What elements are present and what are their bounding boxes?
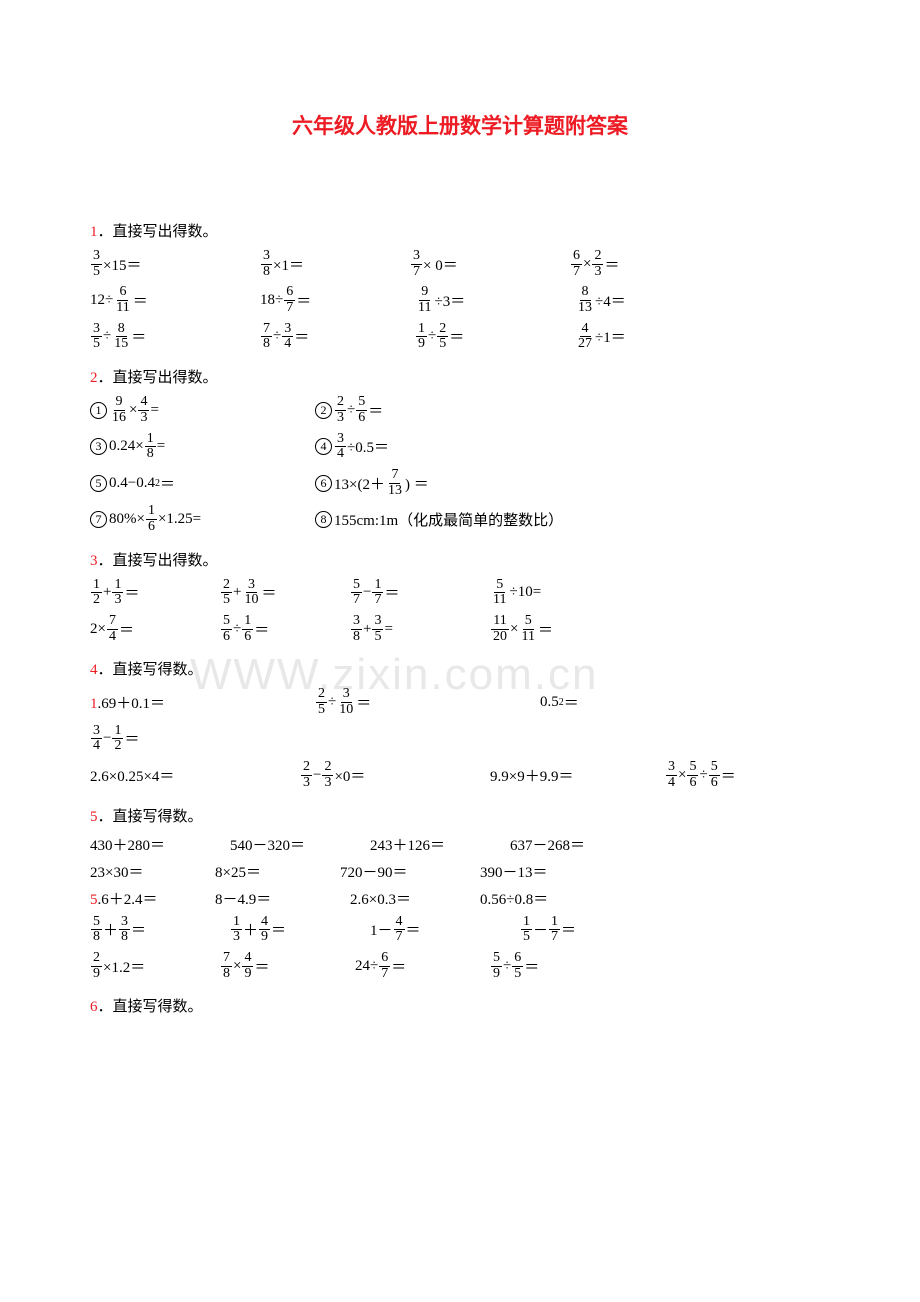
math-expression: 37× 0＝ [410,249,570,279]
math-expression: 637－268＝ [510,834,650,855]
section-num: 6 [90,999,98,1015]
math-expression: 243＋126＝ [370,834,510,855]
math-expression: 5.6＋2.4＝ [90,888,215,909]
math-expression: 1120×511＝ [490,614,610,644]
section-label: ．直接写出得数。 [98,370,218,386]
math-expression: 78÷34＝ [260,322,415,352]
section-label: ．直接写得数。 [98,662,203,678]
math-expression: 540－320＝ [230,834,370,855]
math-expression: 1.69＋0.1＝ [90,692,315,713]
section-3-head: 3．直接写出得数。 [90,549,830,570]
section-num: 5 [90,809,98,825]
s5-row: 23×30＝8×25＝720－90＝390－13＝ [90,861,830,882]
math-expression: 511÷10= [490,578,610,608]
section-label: ．直接写出得数。 [98,224,218,240]
math-expression: 15－17＝ [520,915,660,945]
math-expression: 56÷16＝ [220,614,350,644]
math-expression: 25+310＝ [220,578,350,608]
section-5-head: 5．直接写得数。 [90,805,830,826]
math-expression: 911÷3＝ [415,285,575,315]
math-expression: 8155cm:1m（化成最简单的整数比） [315,509,715,530]
s2-row: 50.4−0.42＝613×(2＋713) ＝ [90,468,830,498]
s1-row: 12÷611＝18÷67＝911÷3＝813÷4＝ [90,285,830,315]
section-num: 3 [90,553,98,569]
section-2-head: 2．直接写出得数。 [90,366,830,387]
math-expression: 50.4−0.42＝ [90,473,315,494]
math-expression: 35÷815＝ [90,322,260,352]
s5-row: 430＋280＝540－320＝243＋126＝637－268＝ [90,834,830,855]
math-expression: 613×(2＋713) ＝ [315,468,565,498]
section-num: 4 [90,662,98,678]
math-expression: 18÷67＝ [260,285,415,315]
section-label: ．直接写出得数。 [98,553,218,569]
math-expression: 8－4.9＝ [215,888,350,909]
s4-row: 2.6×0.25×4＝23−23×0＝9.9×9＋9.9＝34×56÷56＝ [90,760,830,790]
s2-row: 780%×16×1.25=8155cm:1m（化成最简单的整数比） [90,504,830,534]
math-expression: 1916×43= [90,395,315,425]
math-expression: 67×23＝ [570,249,710,279]
math-expression: 24÷67＝ [355,951,490,981]
math-expression: 13＋49＝ [230,915,370,945]
math-expression: 427÷1＝ [575,322,715,352]
section-num: 1 [90,224,98,240]
math-expression: 0.52＝ [540,692,660,713]
math-expression: 30.24×18= [90,432,315,462]
math-expression: 29×1.2＝ [90,951,220,981]
section-label: ．直接写得数。 [98,999,203,1015]
math-expression: 35×15＝ [90,249,260,279]
math-expression: 720－90＝ [340,861,480,882]
s2-row: 30.24×18=434÷0.5＝ [90,432,830,462]
math-expression: 78×49＝ [220,951,355,981]
math-expression: 2.6×0.25×4＝ [90,765,300,786]
math-expression: 12+13＝ [90,578,220,608]
math-expression: 9.9×9＋9.9＝ [490,765,665,786]
math-expression: 23−23×0＝ [300,760,490,790]
s1-row: 35÷815＝78÷34＝19÷25＝427÷1＝ [90,322,830,352]
math-expression: 813÷4＝ [575,285,715,315]
math-expression: 58＋38＝ [90,915,230,945]
math-expression: 430＋280＝ [90,834,230,855]
math-expression: 390－13＝ [480,861,620,882]
math-expression: 38×1＝ [260,249,410,279]
math-expression: 34−12＝ [90,724,315,754]
math-expression: 25÷310＝ [315,687,540,717]
section-4-head: 4．直接写得数。 [90,658,830,679]
s4-row: 1.69＋0.1＝25÷310＝0.52＝ [90,687,830,717]
section-num: 2 [90,370,98,386]
s3-row: 2×74＝56÷16＝38+35=1120×511＝ [90,614,830,644]
s2-row: 1916×43=2 23÷56＝ [90,395,830,425]
math-expression: 8×25＝ [215,861,340,882]
math-expression: 34×56÷56＝ [665,760,785,790]
section-6-head: 6．直接写得数。 [90,995,830,1016]
math-expression: 19÷25＝ [415,322,575,352]
s1-row: 35×15＝38×1＝37× 0＝67×23＝ [90,249,830,279]
math-expression: 2 23÷56＝ [315,395,565,425]
math-expression: 57−17＝ [350,578,490,608]
math-expression: 12÷611＝ [90,285,260,315]
math-expression: 59÷65＝ [490,951,630,981]
s5-row: 5.6＋2.4＝8－4.9＝2.6×0.3＝0.56÷0.8＝ [90,888,830,909]
s4-row: 34−12＝ [90,724,830,754]
math-expression: 434÷0.5＝ [315,432,565,462]
s5-row: 58＋38＝13＋49＝1－47＝15－17＝ [90,915,830,945]
math-expression: 23×30＝ [90,861,215,882]
math-expression: 2.6×0.3＝ [350,888,480,909]
section-label: ．直接写得数。 [98,809,203,825]
math-expression: 780%×16×1.25= [90,504,315,534]
section-1-head: 1．直接写出得数。 [90,220,830,241]
page-title: 六年级人教版上册数学计算题附答案 [90,110,830,140]
math-expression: 0.56÷0.8＝ [480,888,620,909]
math-expression: 2×74＝ [90,614,220,644]
math-expression: 38+35= [350,614,490,644]
math-expression: 1－47＝ [370,915,520,945]
s3-row: 12+13＝25+310＝57−17＝511÷10= [90,578,830,608]
s5-row: 29×1.2＝78×49＝24÷67＝59÷65＝ [90,951,830,981]
